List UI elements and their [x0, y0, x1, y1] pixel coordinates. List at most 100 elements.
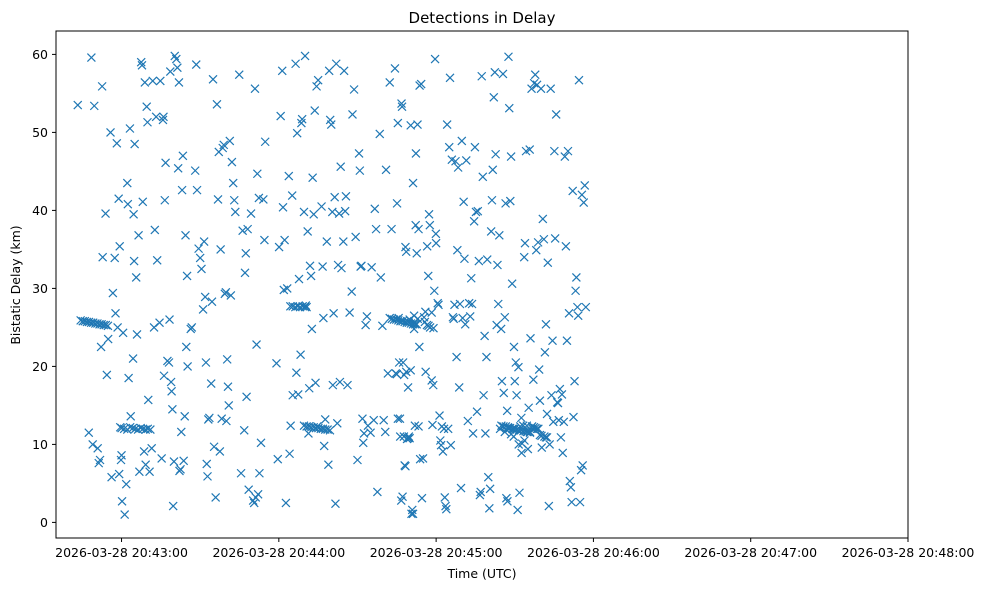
- data-point: [345, 308, 355, 318]
- data-point: [259, 235, 269, 245]
- data-point: [225, 136, 235, 146]
- data-point: [517, 448, 527, 458]
- data-point: [217, 414, 227, 424]
- data-point: [227, 157, 237, 167]
- data-point: [303, 227, 313, 236]
- data-point: [406, 365, 416, 375]
- data-point: [440, 493, 450, 502]
- data-point: [327, 207, 337, 217]
- data-point: [408, 178, 418, 188]
- data-point: [421, 367, 431, 377]
- data-point: [366, 428, 376, 438]
- data-point: [291, 368, 301, 378]
- data-point: [115, 241, 125, 251]
- data-point: [425, 322, 435, 332]
- data-point: [192, 185, 202, 195]
- data-point: [409, 324, 419, 334]
- data-point: [129, 256, 139, 266]
- data-point: [130, 139, 140, 149]
- data-point: [347, 287, 357, 296]
- data-point: [212, 99, 222, 109]
- data-point: [509, 432, 519, 442]
- data-point: [401, 247, 411, 257]
- data-point: [535, 396, 545, 406]
- data-point: [543, 258, 553, 268]
- data-point: [369, 415, 379, 425]
- data-point: [458, 313, 468, 323]
- data-point: [202, 459, 212, 469]
- data-point: [250, 84, 260, 94]
- data-point: [547, 390, 556, 400]
- data-point: [123, 199, 133, 209]
- data-point: [240, 268, 250, 278]
- data-point: [103, 334, 113, 344]
- data-point: [578, 461, 588, 470]
- data-point: [429, 323, 438, 333]
- data-point: [470, 142, 480, 152]
- data-point: [529, 78, 539, 88]
- data-point: [309, 209, 319, 219]
- data-point: [126, 411, 136, 421]
- data-point: [143, 395, 153, 405]
- data-point: [136, 423, 146, 433]
- data-point: [194, 244, 204, 254]
- data-point: [145, 467, 155, 477]
- data-point: [159, 112, 168, 122]
- data-point: [487, 195, 497, 205]
- data-point: [150, 225, 160, 235]
- data-point: [568, 186, 578, 196]
- data-point: [353, 455, 362, 465]
- data-point: [361, 320, 371, 330]
- data-point: [463, 416, 473, 426]
- data-point: [334, 209, 344, 218]
- data-point: [455, 299, 465, 309]
- data-point: [480, 331, 490, 341]
- data-point: [546, 84, 556, 94]
- data-point: [362, 312, 372, 321]
- data-point: [160, 195, 170, 205]
- data-point: [120, 510, 130, 520]
- data-point: [255, 468, 264, 478]
- data-point: [537, 443, 547, 452]
- data-point: [473, 206, 483, 216]
- data-point: [506, 152, 516, 162]
- data-point: [572, 302, 582, 312]
- x-tick-label: 2026-03-28 20:46:00: [527, 545, 660, 560]
- data-point: [452, 245, 462, 255]
- data-point: [575, 497, 585, 507]
- data-point: [291, 59, 301, 69]
- plot-frame: [55, 30, 909, 539]
- data-point: [459, 197, 469, 207]
- data-point: [148, 76, 158, 86]
- data-point: [256, 438, 266, 448]
- data-point: [190, 166, 200, 176]
- data-point: [204, 413, 214, 423]
- data-point: [182, 271, 192, 281]
- data-point: [456, 483, 466, 493]
- data-point: [468, 429, 478, 438]
- data-point: [527, 84, 536, 94]
- data-point: [236, 468, 246, 478]
- data-point: [464, 298, 474, 308]
- data-point: [252, 340, 261, 349]
- data-point: [511, 358, 521, 367]
- data-point: [335, 377, 345, 387]
- data-point: [131, 273, 141, 282]
- y-tick-label: 10: [32, 437, 48, 452]
- data-point: [274, 242, 284, 252]
- data-point: [241, 248, 251, 258]
- data-point: [574, 75, 584, 85]
- data-point: [416, 79, 426, 89]
- data-point: [392, 198, 402, 208]
- data-point: [356, 261, 366, 271]
- data-point: [117, 450, 126, 460]
- data-point: [319, 441, 329, 451]
- data-point: [234, 70, 244, 80]
- data-point: [197, 264, 206, 274]
- data-point: [101, 320, 111, 330]
- data-point: [293, 390, 303, 399]
- data-point: [570, 376, 579, 386]
- data-point: [89, 101, 99, 111]
- data-point: [252, 169, 262, 179]
- data-point: [486, 227, 496, 236]
